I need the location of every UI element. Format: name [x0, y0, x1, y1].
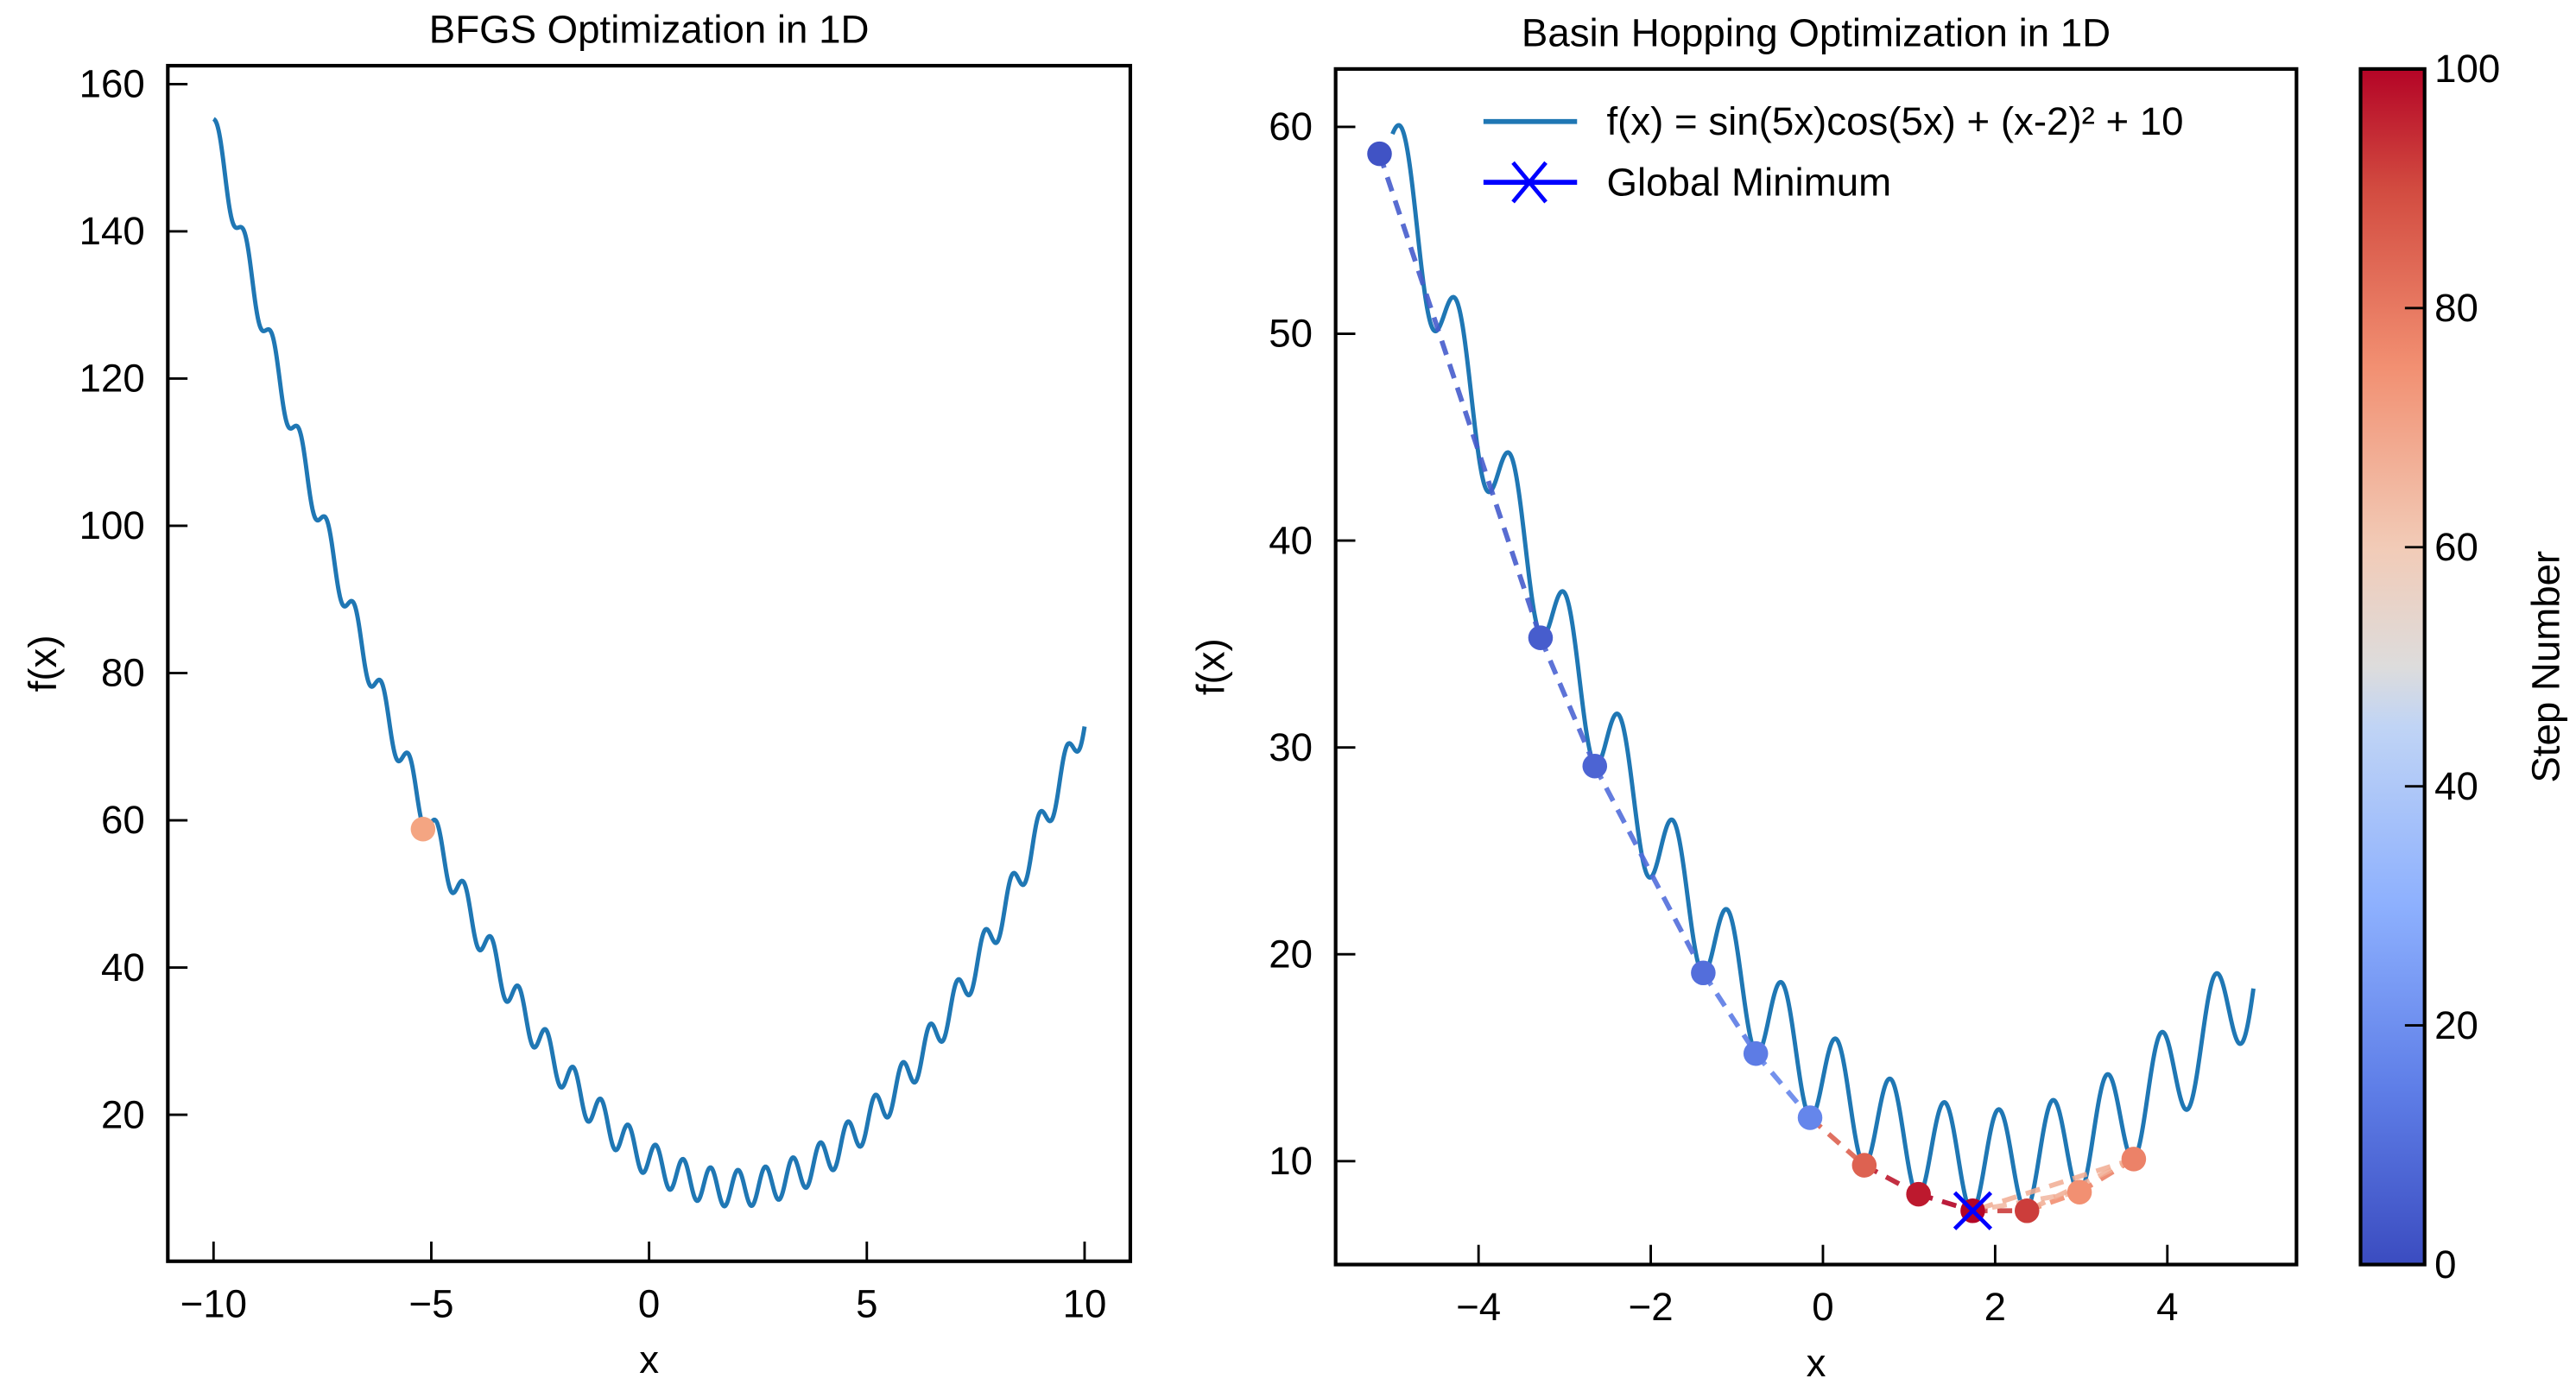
y-tick-label: 100 [79, 503, 145, 547]
chart-title: BFGS Optimization in 1D [429, 7, 870, 51]
y-tick-label: 30 [1269, 725, 1313, 769]
y-tick-label: 40 [101, 945, 145, 990]
legend: f(x) = sin(5x)cos(5x) + (x-2)² + 10 Globa… [1483, 99, 2184, 204]
hop-path-segment [1377, 153, 1543, 639]
legend-label: Global Minimum [1606, 160, 1891, 204]
hop-path-segment [1972, 1156, 2135, 1213]
x-tick-label: 4 [2156, 1285, 2178, 1329]
x-axis-label: x [1807, 1341, 1826, 1385]
y-tick-label: 60 [101, 798, 145, 842]
colorbar-tick-label: 40 [2434, 764, 2478, 808]
y-tick-label: 60 [1269, 104, 1313, 149]
function-curve [212, 117, 1087, 1209]
basin-hopping-chart: −4 −2 0 2 4 10 20 30 40 50 60 Basin Hopping Optimiz… [1188, 10, 2299, 1385]
legend-x-icon [1511, 161, 1547, 204]
hop-point [2066, 1179, 2092, 1204]
y-axis-label: f(x) [1188, 638, 1232, 695]
x-tick-label: 0 [1812, 1285, 1833, 1329]
x-tick-label: −2 [1629, 1285, 1674, 1329]
hop-path-segment [1592, 764, 1706, 975]
hop-point [1528, 625, 1554, 650]
hop-path-segment [1538, 636, 1598, 768]
hop-point [2121, 1147, 2147, 1172]
plot-frame [1333, 66, 2299, 1267]
y-tick-label: 140 [79, 209, 145, 253]
bfgs-chart: −10 −5 0 5 10 20 40 60 80 100 120 140 160 BFGS Optimi… [21, 7, 1132, 1382]
colorbar-tick-label: 20 [2434, 1003, 2478, 1047]
legend-label: f(x) = sin(5x)cos(5x) + (x-2)² + 10 [1606, 99, 2183, 143]
hop-path-segment [1700, 971, 1758, 1055]
x-tick-label: 10 [1063, 1281, 1107, 1325]
y-tick-label: 40 [1269, 518, 1313, 562]
colorbar-tick-label: 0 [2434, 1242, 2456, 1287]
plot-frame [166, 63, 1132, 1263]
x-tick-label: −5 [408, 1281, 453, 1325]
x-axis-label: x [639, 1337, 659, 1382]
x-tick-label: 5 [856, 1281, 877, 1325]
hop-point [1582, 753, 1608, 779]
chart-title: Basin Hopping Optimization in 1D [1522, 10, 2111, 54]
y-tick-label: 120 [79, 357, 145, 401]
colorbar-tick-label: 60 [2434, 525, 2478, 569]
hop-point [1906, 1181, 1931, 1207]
x-tick-label: −10 [180, 1281, 247, 1325]
y-tick-label: 10 [1269, 1139, 1313, 1183]
colorbar-tick-label: 80 [2434, 286, 2478, 330]
y-tick-label: 160 [79, 62, 145, 106]
y-tick-label: 80 [101, 651, 145, 695]
hop-point [1743, 1040, 1769, 1066]
hop-point [2015, 1198, 2040, 1223]
hop-point [1851, 1153, 1877, 1178]
hop-point [1691, 960, 1716, 986]
hop-path-segment [1754, 1052, 1813, 1120]
y-tick-label: 50 [1269, 312, 1313, 356]
x-tick-label: −4 [1456, 1285, 1501, 1329]
function-curve [1390, 123, 2256, 1214]
hop-point [1797, 1105, 1823, 1130]
colorbar-tick-label: 100 [2434, 47, 2500, 91]
hop-point [1367, 141, 1392, 167]
y-tick-label: 20 [101, 1092, 145, 1136]
x-tick-label: 0 [638, 1281, 660, 1325]
y-tick-label: 20 [1269, 932, 1313, 976]
optimum-point [410, 816, 436, 842]
colorbar-label: Step Number [2524, 551, 2568, 783]
global-minimum-marker [1953, 1191, 1993, 1230]
colorbar: 0 20 40 60 80 100 Step Number [2358, 47, 2568, 1287]
colorbar-gradient [2358, 66, 2427, 1267]
y-axis-label: f(x) [21, 635, 65, 692]
x-tick-label: 2 [1984, 1285, 2006, 1329]
